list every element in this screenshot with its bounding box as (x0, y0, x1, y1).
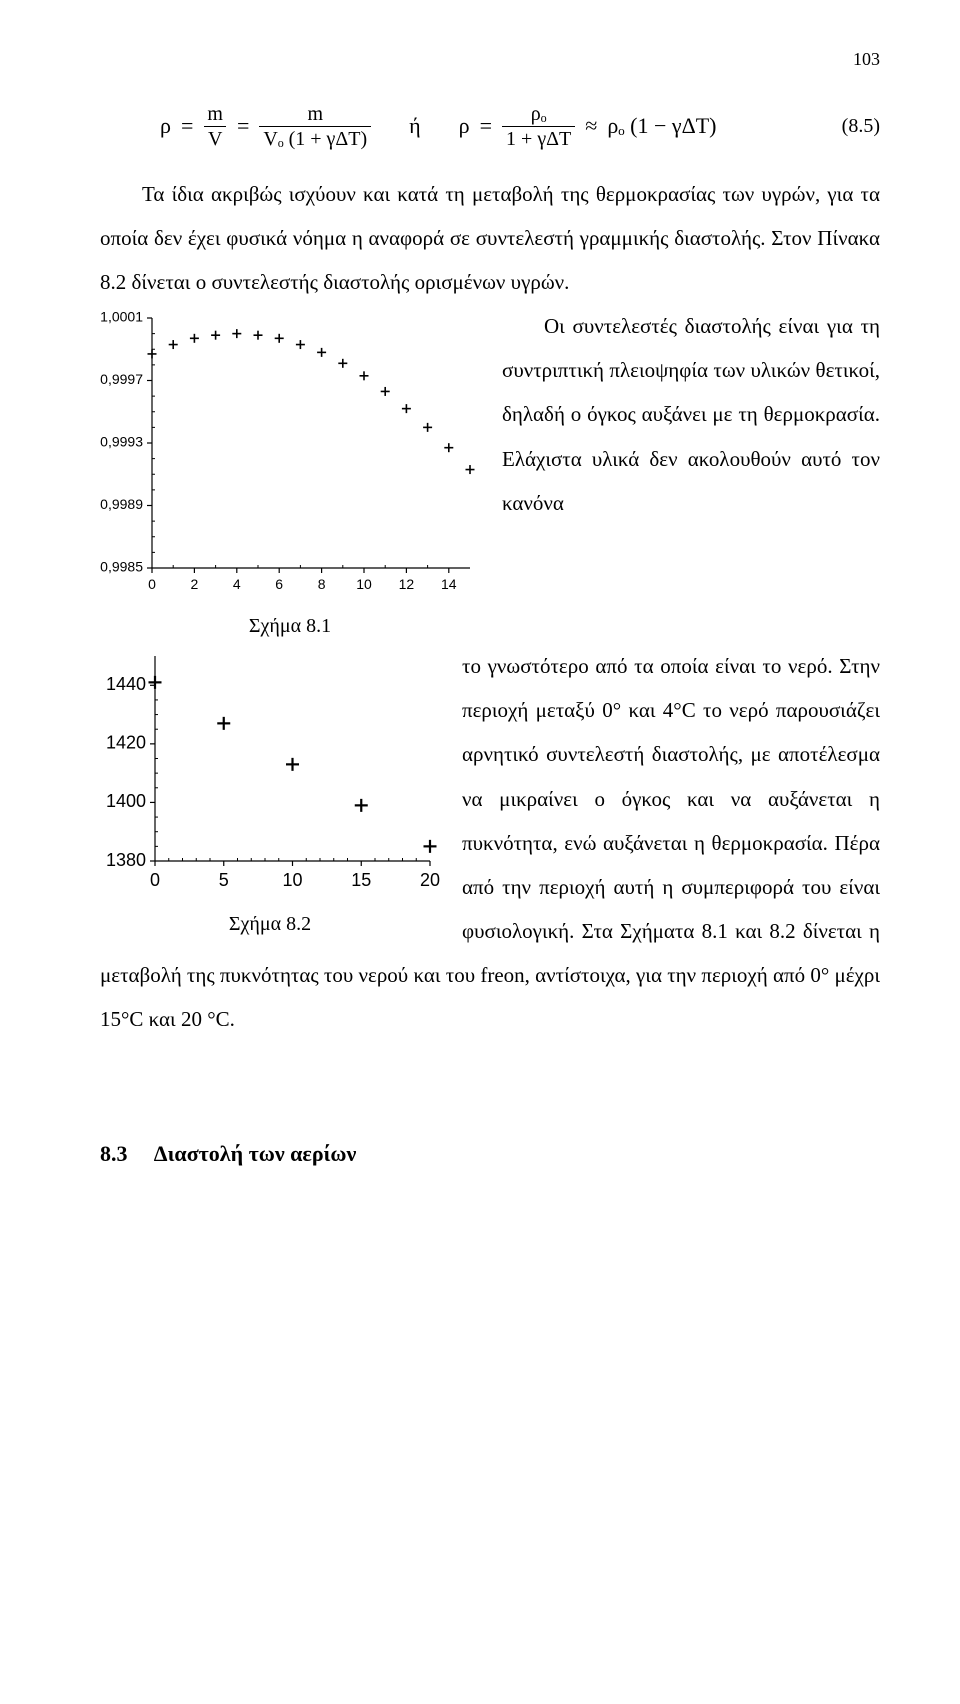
eq-rho-2: ρ (459, 103, 470, 149)
section-number: 8.3 (100, 1141, 128, 1166)
equation-block: ρ = m V = m Vₒ (1 + γΔT) ή ρ = ρₒ 1 + γΔ… (160, 98, 880, 154)
eq-frac-2: m Vₒ (1 + γΔT) (259, 104, 371, 149)
frac1-num: m (203, 104, 227, 126)
svg-text:1420: 1420 (106, 733, 146, 753)
chart-1-wrap: 0,9985 0,9989 0,9993 0,9997 1,0001 0 2 4 6 8 10 12 1… (100, 308, 480, 638)
eq-equals-1: = (181, 103, 193, 149)
eq-or: ή (409, 103, 421, 149)
chart-2: 1380 1400 1420 1440 0 5 10 15 20 (100, 646, 440, 906)
svg-text:15: 15 (351, 870, 371, 890)
chart-1: 0,9985 0,9989 0,9993 0,9997 1,0001 0 2 4 6 8 10 12 1… (100, 308, 480, 608)
frac2-num: m (303, 104, 327, 126)
frac2-den: Vₒ (1 + γΔT) (259, 126, 371, 149)
eq-approx: ≈ (585, 103, 597, 149)
eq-frac-1: m V (203, 104, 227, 149)
svg-text:8: 8 (318, 576, 326, 592)
chart-2-wrap: 1380 1400 1420 1440 0 5 10 15 20 Σχήμα 8.2 (100, 646, 440, 936)
svg-text:10: 10 (282, 870, 302, 890)
eq-equals-2: = (237, 103, 249, 149)
svg-text:0,9993: 0,9993 (100, 434, 143, 450)
svg-text:5: 5 (219, 870, 229, 890)
svg-text:0: 0 (150, 870, 160, 890)
eq-rhs: ρₒ (1 − γΔT) (607, 103, 716, 149)
frac3-num: ρₒ (527, 104, 551, 126)
svg-text:0: 0 (148, 576, 156, 592)
svg-text:1400: 1400 (106, 791, 146, 811)
svg-text:0,9989: 0,9989 (100, 496, 143, 512)
svg-text:1380: 1380 (106, 850, 146, 870)
svg-text:4: 4 (233, 576, 241, 592)
svg-text:1,0001: 1,0001 (100, 309, 143, 325)
svg-text:10: 10 (356, 576, 372, 592)
page-number: 103 (100, 50, 880, 68)
chart-1-caption: Σχήμα 8.1 (100, 614, 480, 638)
svg-text:6: 6 (275, 576, 283, 592)
frac1-den: V (204, 126, 226, 149)
paragraph-1: Τα ίδια ακριβώς ισχύουν και κατά τη μετα… (100, 172, 880, 304)
eq-equals-3: = (480, 103, 492, 149)
svg-text:14: 14 (441, 576, 457, 592)
svg-text:1440: 1440 (106, 674, 146, 694)
section-title: Διαστολή των αερίων (154, 1141, 357, 1166)
frac3-den: 1 + γΔT (502, 126, 575, 149)
chart-2-caption: Σχήμα 8.2 (100, 912, 440, 936)
equation-number: (8.5) (842, 105, 880, 147)
svg-text:0,9997: 0,9997 (100, 371, 143, 387)
svg-text:12: 12 (399, 576, 415, 592)
eq-frac-3: ρₒ 1 + γΔT (502, 104, 575, 149)
equation-lhs: ρ = m V = m Vₒ (1 + γΔT) ή ρ = ρₒ 1 + γΔ… (160, 103, 717, 149)
section-heading: 8.3 Διαστολή των αερίων (100, 1131, 880, 1177)
svg-text:0,9985: 0,9985 (100, 559, 143, 575)
svg-text:2: 2 (191, 576, 199, 592)
eq-rho: ρ (160, 103, 171, 149)
svg-text:20: 20 (420, 870, 440, 890)
